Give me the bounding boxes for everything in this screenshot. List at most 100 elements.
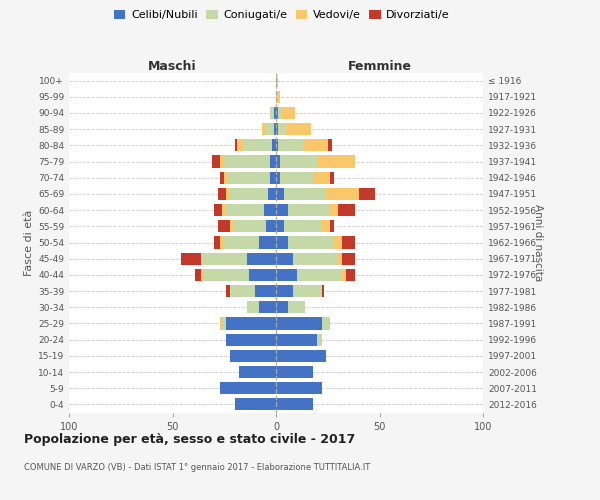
Bar	[266, 123, 274, 135]
Bar	[230, 285, 256, 297]
Bar	[359, 188, 376, 200]
Bar	[270, 156, 276, 168]
Bar	[278, 140, 303, 151]
Bar	[222, 204, 226, 216]
Bar	[230, 350, 276, 362]
Bar	[303, 140, 328, 151]
Bar	[235, 398, 276, 410]
Bar	[328, 140, 332, 151]
Bar	[276, 334, 317, 345]
Bar	[342, 252, 355, 265]
Bar	[202, 252, 247, 265]
Bar	[249, 269, 276, 281]
Bar	[289, 301, 305, 314]
Bar	[276, 140, 278, 151]
Bar	[280, 172, 313, 184]
Bar	[243, 140, 272, 151]
Bar	[342, 236, 355, 248]
Bar	[338, 252, 342, 265]
Bar	[276, 382, 322, 394]
Bar	[330, 204, 338, 216]
Bar	[280, 156, 317, 168]
Bar	[195, 269, 202, 281]
Bar	[317, 334, 322, 345]
Bar	[214, 236, 220, 248]
Bar	[276, 204, 289, 216]
Bar	[230, 188, 268, 200]
Bar	[272, 140, 276, 151]
Text: Maschi: Maschi	[148, 60, 197, 72]
Bar	[322, 220, 330, 232]
Bar	[220, 382, 276, 394]
Bar	[326, 188, 359, 200]
Y-axis label: Fasce di età: Fasce di età	[24, 210, 34, 276]
Bar	[293, 285, 322, 297]
Bar	[266, 220, 276, 232]
Bar	[330, 172, 334, 184]
Bar	[342, 269, 346, 281]
Bar	[230, 220, 233, 232]
Bar	[263, 204, 276, 216]
Bar	[224, 236, 259, 248]
Bar	[247, 301, 259, 314]
Bar	[214, 204, 222, 216]
Bar	[220, 156, 224, 168]
Bar	[330, 220, 334, 232]
Bar	[226, 204, 263, 216]
Text: COMUNE DI VARZO (VB) - Dati ISTAT 1° gennaio 2017 - Elaborazione TUTTITALIA.IT: COMUNE DI VARZO (VB) - Dati ISTAT 1° gen…	[24, 462, 370, 471]
Bar	[276, 318, 322, 330]
Bar	[338, 204, 355, 216]
Bar	[226, 285, 230, 297]
Bar	[276, 269, 296, 281]
Bar	[322, 318, 330, 330]
Text: Popolazione per età, sesso e stato civile - 2017: Popolazione per età, sesso e stato civil…	[24, 432, 355, 446]
Bar	[259, 236, 276, 248]
Bar	[218, 188, 226, 200]
Bar	[276, 350, 326, 362]
Bar	[276, 123, 278, 135]
Bar	[212, 156, 220, 168]
Bar	[247, 252, 276, 265]
Bar	[235, 140, 236, 151]
Bar	[224, 172, 229, 184]
Bar	[270, 172, 276, 184]
Bar	[233, 220, 266, 232]
Bar	[229, 172, 270, 184]
Bar	[276, 301, 289, 314]
Bar	[276, 90, 280, 103]
Bar	[284, 220, 322, 232]
Bar	[218, 220, 230, 232]
Bar	[322, 285, 323, 297]
Legend: Celibi/Nubili, Coniugati/e, Vedovi/e, Divorziati/e: Celibi/Nubili, Coniugati/e, Vedovi/e, Di…	[110, 6, 454, 25]
Bar	[274, 107, 276, 119]
Bar	[276, 74, 278, 86]
Bar	[203, 269, 249, 281]
Bar	[276, 236, 289, 248]
Bar	[276, 252, 293, 265]
Bar	[276, 188, 284, 200]
Bar	[284, 188, 326, 200]
Bar	[276, 107, 278, 119]
Bar	[278, 107, 282, 119]
Bar	[222, 318, 226, 330]
Bar	[276, 156, 280, 168]
Bar	[276, 398, 313, 410]
Bar	[224, 156, 270, 168]
Bar	[226, 334, 276, 345]
Bar	[274, 123, 276, 135]
Bar	[226, 188, 230, 200]
Bar	[226, 318, 276, 330]
Bar	[236, 140, 243, 151]
Bar	[317, 156, 355, 168]
Bar	[276, 285, 293, 297]
Bar	[239, 366, 276, 378]
Bar	[256, 285, 276, 297]
Bar	[259, 301, 276, 314]
Bar	[282, 107, 295, 119]
Bar	[276, 172, 280, 184]
Bar	[334, 236, 342, 248]
Bar	[276, 220, 284, 232]
Bar	[313, 172, 330, 184]
Bar	[346, 269, 355, 281]
Bar	[289, 204, 330, 216]
